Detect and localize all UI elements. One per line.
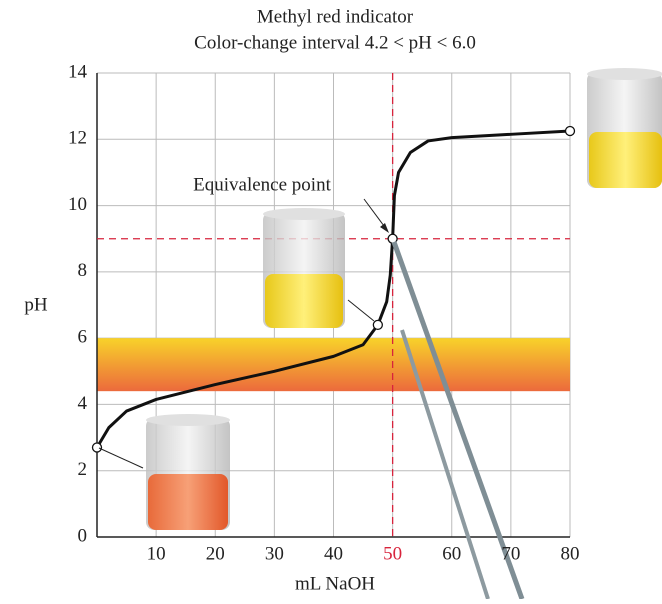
beaker <box>587 68 662 188</box>
plot <box>91 73 576 537</box>
x-tick-label: 80 <box>561 543 580 564</box>
y-tick-label: 12 <box>68 128 87 149</box>
chart-subtitle: Color-change interval 4.2 < pH < 6.0 <box>194 32 476 53</box>
y-tick-label: 0 <box>78 525 88 546</box>
leader-line <box>98 447 144 469</box>
x-tick-label: 10 <box>147 543 166 564</box>
x-tick-label: 70 <box>501 543 520 564</box>
arrow-head <box>380 223 389 233</box>
y-tick-label: 2 <box>78 459 88 480</box>
y-tick-label: 10 <box>68 194 87 215</box>
chart-title: Methyl red indicator <box>257 6 414 27</box>
beaker <box>146 414 230 530</box>
y-tick-label: 8 <box>78 260 88 281</box>
beaker <box>263 208 345 328</box>
y-tick-label: 14 <box>68 61 88 82</box>
annotation: Equivalence point <box>193 174 331 195</box>
x-tick-label: 50 <box>383 543 402 564</box>
pipette <box>400 329 490 600</box>
x-tick-label: 40 <box>324 543 343 564</box>
color-change-band <box>97 338 570 392</box>
x-tick-label: 20 <box>206 543 225 564</box>
x-axis-label: mL NaOH <box>295 573 375 594</box>
data-point <box>91 442 103 453</box>
leader-line <box>347 299 375 322</box>
titration-curve <box>95 129 571 449</box>
y-tick-label: 6 <box>78 327 88 348</box>
y-tick-label: 4 <box>78 393 88 414</box>
pipette <box>391 241 525 600</box>
y-axis-label: pH <box>24 294 48 315</box>
data-point <box>564 125 576 137</box>
data-point <box>372 319 383 331</box>
x-tick-label: 60 <box>442 543 461 564</box>
x-tick-label: 30 <box>265 543 284 564</box>
